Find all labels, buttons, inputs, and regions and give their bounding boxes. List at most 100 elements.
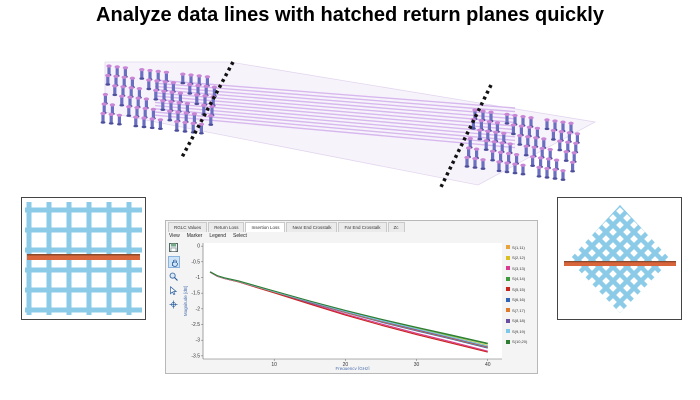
via-bottom [208, 123, 214, 126]
via-bottom [105, 83, 111, 86]
tab-return-loss[interactable]: Return Loss [208, 222, 245, 232]
via-pad [147, 68, 153, 73]
via-array-left [100, 64, 218, 135]
via-bottom [153, 98, 159, 101]
tab-insertion-loss[interactable]: Insertion Loss [245, 222, 286, 232]
x-tick-label: 10 [271, 362, 277, 368]
via-bottom [560, 178, 566, 181]
via-bottom [523, 154, 529, 157]
legend-label: S(7,17) [512, 307, 526, 313]
via-bottom [544, 176, 550, 179]
via-pad [142, 106, 148, 111]
save-icon[interactable] [168, 242, 179, 253]
via-bottom [517, 143, 523, 146]
via-pad [191, 112, 198, 116]
via-pad [523, 144, 529, 148]
via-pad [517, 134, 523, 138]
legend-entry[interactable]: S(4,14) [506, 274, 536, 285]
legend-swatch [506, 287, 510, 292]
via-pad [170, 81, 177, 85]
via-pad [553, 158, 560, 162]
menu-select[interactable]: Select [233, 233, 247, 239]
via-pad [201, 103, 207, 107]
menu-marker[interactable]: Marker [186, 233, 203, 239]
via-bottom [471, 127, 476, 130]
legend-swatch [506, 339, 510, 344]
via-bottom [194, 102, 200, 106]
via-bottom [180, 81, 186, 85]
mesh-bar-antidiagonal [569, 205, 671, 313]
via-pad [526, 125, 533, 129]
via-pad [154, 79, 160, 83]
via-pad [518, 124, 525, 128]
board-3d-illustration [100, 61, 597, 190]
via-bottom [187, 92, 193, 95]
legend-entry[interactable]: S(7,17) [506, 305, 536, 316]
via-pad [180, 72, 186, 76]
via-bottom [119, 104, 125, 107]
via-pad [467, 136, 473, 141]
mesh-bar-horizontal [25, 227, 142, 233]
via-pad [161, 89, 167, 93]
legend-label: S(1,11) [512, 244, 525, 250]
legend-swatch [506, 297, 510, 302]
tab-rglc-values[interactable]: RGLC Values [168, 222, 208, 232]
pointer-icon[interactable] [168, 285, 179, 296]
legend-entry[interactable]: S(5,15) [506, 284, 536, 295]
via-pad [143, 97, 150, 101]
diagonal-mesh [569, 205, 671, 313]
via-pad [195, 83, 201, 87]
via-pad [489, 149, 496, 153]
y-tick-label: -1 [196, 275, 201, 281]
pan-icon[interactable] [168, 256, 180, 268]
trace-line [154, 114, 516, 149]
via-pad [188, 73, 194, 77]
via-bottom [472, 166, 478, 169]
menu-legend[interactable]: Legend [209, 233, 226, 239]
legend-entry[interactable]: S(6,16) [506, 295, 536, 306]
via-pad [574, 132, 581, 136]
via-bottom [146, 87, 152, 91]
via-pad [129, 76, 136, 80]
via-pad [531, 145, 537, 149]
tab-near-end-crosstalk[interactable]: Near End Crosstalk [286, 222, 338, 232]
via-bottom [490, 159, 495, 162]
via-pad [480, 109, 486, 113]
via-pad [133, 115, 139, 119]
tab-far-end-crosstalk[interactable]: Far End Crosstalk [338, 222, 387, 232]
legend-entry[interactable]: S(9,19) [506, 326, 536, 337]
via-pad [571, 151, 577, 155]
via-pad [113, 74, 119, 78]
via-pad [491, 140, 497, 144]
tab-zc[interactable]: Zc [387, 222, 405, 232]
via-bottom [117, 123, 122, 126]
legend-entry[interactable]: S(1,11) [506, 242, 536, 253]
via-bottom [552, 177, 558, 180]
via-pad [465, 146, 472, 150]
via-pad [102, 92, 109, 97]
via-pad [507, 142, 513, 146]
legend-entry[interactable]: S(10,20) [506, 337, 536, 348]
via-bottom [563, 159, 569, 162]
mesh-bar-antidiagonal [664, 205, 671, 313]
crosshair-icon[interactable] [168, 299, 179, 310]
via-pad [486, 120, 493, 124]
menu-view[interactable]: View [169, 233, 180, 239]
legend-entry[interactable]: S(2,12) [506, 253, 536, 264]
via-pad [545, 157, 552, 161]
via-pad [176, 101, 182, 105]
via-pad [157, 118, 164, 122]
via-pad [153, 88, 159, 92]
via-pad [573, 141, 579, 145]
via-pad [175, 110, 181, 114]
via-pad [190, 121, 196, 125]
legend-entry[interactable]: S(3,13) [506, 263, 536, 274]
via-bottom [182, 130, 188, 133]
via-pad [126, 105, 132, 109]
via-bottom [100, 121, 106, 124]
trace-line [154, 108, 516, 142]
headline-title: Analyze data lines with hatched return p… [96, 4, 604, 26]
zoom-icon[interactable] [168, 271, 179, 282]
via-bottom [149, 126, 155, 130]
legend-entry[interactable]: S(8,18) [506, 316, 536, 327]
